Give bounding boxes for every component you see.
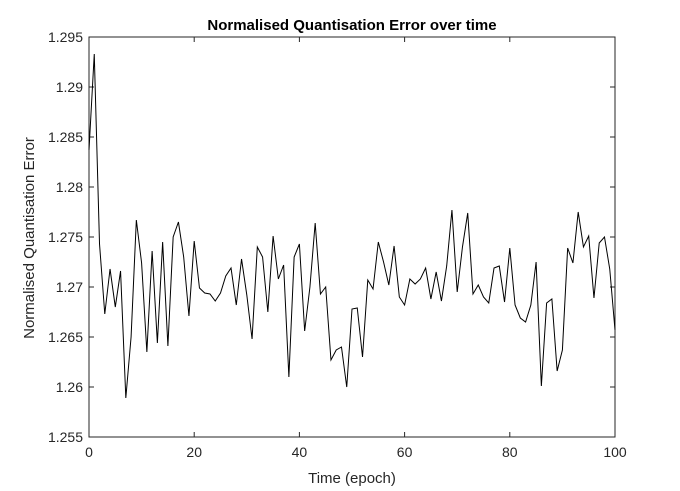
x-tick-label: 80 [502, 444, 518, 460]
x-tick-label: 40 [292, 444, 308, 460]
y-tick-label: 1.265 [48, 329, 83, 345]
x-tick-label: 20 [186, 444, 202, 460]
y-tick-label: 1.255 [48, 429, 83, 445]
y-tick-label: 1.285 [48, 129, 83, 145]
y-axis-label: Normalised Quantisation Error [21, 137, 38, 339]
x-axis-label: Time (epoch) [308, 470, 396, 487]
chart-title: Normalised Quantisation Error over time [207, 17, 496, 34]
y-tick-label: 1.27 [56, 279, 83, 295]
x-axis: 0 20 40 60 80 100 [85, 37, 627, 460]
x-tick-label: 100 [603, 444, 627, 460]
y-tick-label: 1.28 [56, 179, 83, 195]
y-tick-label: 1.275 [48, 229, 83, 245]
series-line [88, 53, 616, 399]
y-axis: 1.255 1.26 1.265 1.27 1.275 1.28 1.285 1.29 1.29… [48, 29, 615, 445]
x-tick-label: 0 [85, 444, 93, 460]
y-tick-label: 1.295 [48, 29, 83, 45]
x-tick-label: 60 [397, 444, 413, 460]
y-tick-label: 1.26 [56, 379, 83, 395]
y-tick-label: 1.29 [56, 79, 83, 95]
